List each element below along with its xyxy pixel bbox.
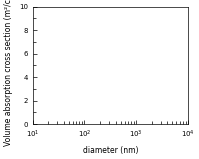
Y-axis label: Volume absorption cross section (m²/cm³): Volume absorption cross section (m²/cm³) xyxy=(4,0,13,146)
X-axis label: diameter (nm): diameter (nm) xyxy=(83,146,138,155)
